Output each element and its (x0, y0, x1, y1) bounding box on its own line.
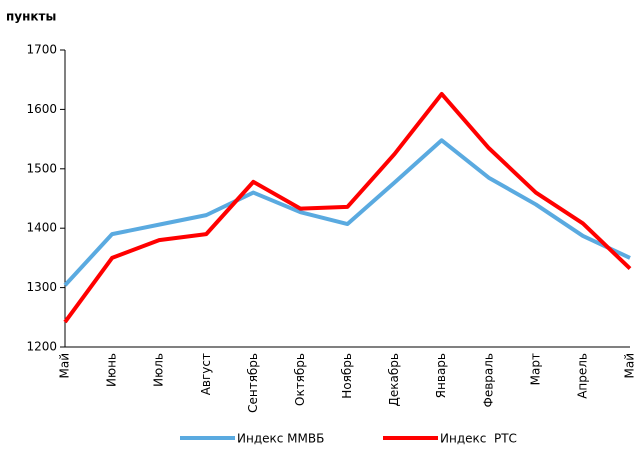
y-tick-label: 1300 (26, 280, 57, 294)
y-tick-label: 1200 (26, 340, 57, 354)
line-series (63, 138, 631, 287)
x-tick-label: Май (58, 353, 72, 379)
x-tick-label: Февраль (481, 353, 495, 408)
line-series (63, 91, 632, 324)
x-tick-label: Апрель (575, 353, 589, 399)
x-tick-label: Март (528, 353, 542, 385)
y-tick-label: 1700 (26, 43, 57, 57)
y-tick-label: 1600 (26, 102, 57, 116)
x-tick-label: Май (623, 353, 637, 379)
x-tick-label: Июль (152, 353, 166, 387)
x-tick-label: Август (199, 353, 213, 395)
x-tick-label: Декабрь (387, 353, 401, 406)
x-tick-label: Январь (434, 353, 448, 398)
x-tick-label: Октябрь (293, 353, 307, 406)
legend-label: Индекс РТС (440, 432, 517, 446)
y-axis-label: пункты (6, 10, 56, 24)
x-tick-label: Ноябрь (340, 353, 354, 399)
legend-label: Индекс ММВБ (237, 432, 324, 446)
y-tick-label: 1400 (26, 221, 57, 235)
x-tick-label: Сентябрь (246, 353, 260, 413)
y-tick-label: 1500 (26, 161, 57, 175)
x-tick-label: Июнь (105, 353, 119, 387)
